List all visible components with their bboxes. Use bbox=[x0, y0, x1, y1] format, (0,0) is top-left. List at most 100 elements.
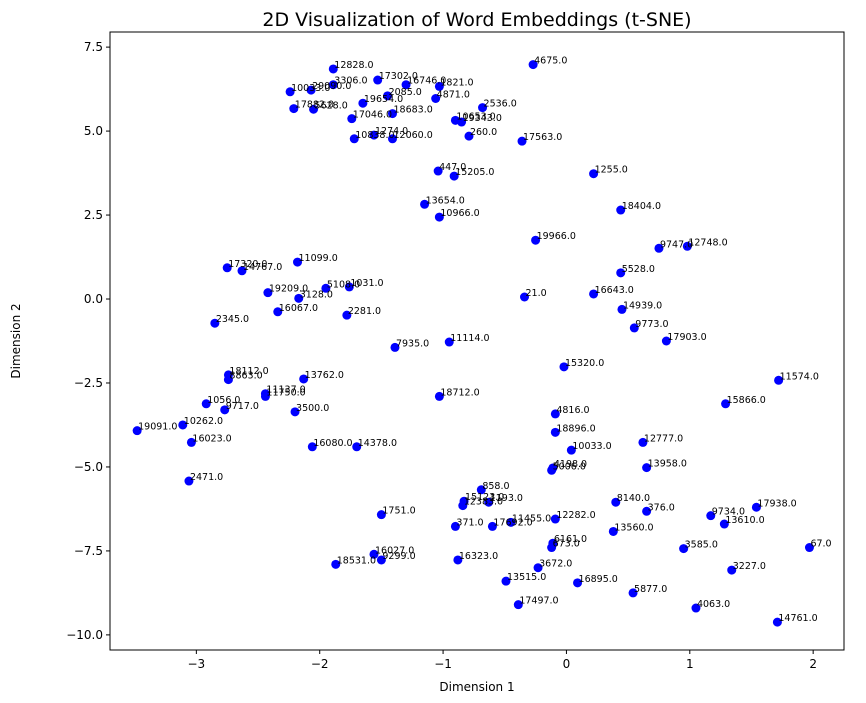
point-label: 16080.0 bbox=[313, 438, 352, 449]
point-label: 8140.0 bbox=[617, 493, 650, 504]
point-label: 7935.0 bbox=[396, 338, 429, 349]
point-label: 15205.0 bbox=[455, 167, 494, 178]
point-label: 13654.0 bbox=[426, 195, 465, 206]
y-axis: −10.0 −7.5 −5.0 −2.5 0.0 2.5 5.0 7.5 bbox=[66, 40, 110, 642]
point-label: 14378.0 bbox=[358, 438, 397, 449]
x-tick-label: −3 bbox=[188, 657, 206, 671]
data-point bbox=[608, 526, 618, 536]
point-label: 376.0 bbox=[648, 502, 675, 513]
data-point bbox=[210, 318, 220, 328]
data-point bbox=[706, 511, 716, 521]
data-point bbox=[628, 588, 638, 598]
point-label: 3585.0 bbox=[685, 540, 718, 551]
point-label: 11574.0 bbox=[780, 371, 819, 382]
data-point bbox=[550, 427, 560, 437]
point-label: 1751.0 bbox=[382, 506, 415, 517]
point-label: 16323.0 bbox=[459, 551, 498, 562]
data-point bbox=[201, 399, 211, 409]
point-label: 10653.0 bbox=[456, 111, 495, 122]
data-point bbox=[293, 257, 303, 267]
point-label: 12383.0 bbox=[464, 497, 503, 508]
x-tick-label: 0 bbox=[563, 657, 571, 671]
data-point bbox=[376, 555, 386, 565]
point-label: 1193.0 bbox=[490, 493, 523, 504]
point-label: 17692.0 bbox=[493, 517, 532, 528]
point-label: 1821.0 bbox=[440, 77, 473, 88]
x-axis-title: Dimension 1 bbox=[439, 680, 514, 694]
point-label: 15320.0 bbox=[565, 358, 604, 369]
data-point bbox=[223, 375, 233, 385]
point-label: 17497.0 bbox=[519, 596, 558, 607]
point-label: 19343.0 bbox=[463, 113, 502, 124]
data-point bbox=[237, 266, 247, 276]
point-label: 1031.0 bbox=[350, 278, 383, 289]
y-tick-label: 0.0 bbox=[84, 292, 103, 306]
point-label: 9734.0 bbox=[712, 507, 745, 518]
data-point bbox=[533, 563, 543, 573]
point-label: 13610.0 bbox=[725, 515, 764, 526]
data-point bbox=[184, 476, 194, 486]
point-labels: 12828.0 4675.017302.016746.01821.03306.02… bbox=[138, 56, 831, 625]
point-label: 19209.0 bbox=[269, 284, 308, 295]
point-label: 10033.0 bbox=[291, 83, 330, 94]
point-label: 15123.0 bbox=[465, 492, 504, 503]
data-point bbox=[550, 409, 560, 419]
point-label: 19091.0 bbox=[138, 422, 177, 433]
point-label: 6161.0 bbox=[554, 534, 587, 545]
point-label: 19654.0 bbox=[364, 94, 403, 105]
data-point bbox=[519, 292, 529, 302]
point-label: 3306.0 bbox=[334, 76, 367, 87]
point-label: 18712.0 bbox=[440, 387, 479, 398]
point-label: 5628.0 bbox=[315, 100, 348, 111]
data-point bbox=[263, 288, 273, 298]
data-point bbox=[453, 555, 463, 565]
x-axis: −3 −2 −1 0 1 2 bbox=[188, 650, 817, 671]
data-point bbox=[478, 103, 488, 113]
x-tick-label: −2 bbox=[311, 657, 329, 671]
point-label: 18683.0 bbox=[393, 105, 432, 116]
point-label: 16023.0 bbox=[192, 433, 231, 444]
point-label: 10033.0 bbox=[572, 441, 611, 452]
point-label: 673.0 bbox=[553, 539, 580, 550]
data-point bbox=[434, 212, 444, 222]
data-point bbox=[321, 283, 331, 293]
y-tick-label: 7.5 bbox=[84, 40, 103, 54]
point-label: 3672.0 bbox=[539, 559, 572, 570]
y-tick-label: −2.5 bbox=[74, 376, 103, 390]
data-point bbox=[487, 521, 497, 531]
y-tick-label: −10.0 bbox=[66, 628, 103, 642]
data-point bbox=[328, 80, 338, 90]
point-label: 5877.0 bbox=[634, 584, 667, 595]
data-point bbox=[373, 75, 383, 85]
point-label: 21.0 bbox=[525, 288, 546, 299]
data-point bbox=[328, 64, 338, 74]
data-point bbox=[629, 323, 639, 333]
point-label: 9299.0 bbox=[382, 551, 415, 562]
y-tick-label: −7.5 bbox=[74, 544, 103, 558]
point-label: 13958.0 bbox=[648, 459, 687, 470]
point-label: 16895.0 bbox=[579, 574, 618, 585]
data-point bbox=[285, 87, 295, 97]
data-point bbox=[347, 114, 357, 124]
point-label: 17882.0 bbox=[295, 100, 334, 111]
point-label: 10838.0 bbox=[355, 130, 394, 141]
point-label: 17563.0 bbox=[523, 132, 562, 143]
data-point bbox=[369, 130, 379, 140]
point-label: 447.0 bbox=[439, 162, 466, 173]
data-point bbox=[721, 399, 731, 409]
point-label: 1056.0 bbox=[207, 395, 240, 406]
point-label: 2345.0 bbox=[216, 314, 249, 325]
point-label: 12777.0 bbox=[644, 433, 683, 444]
data-point bbox=[290, 407, 300, 417]
data-point bbox=[682, 241, 692, 251]
data-point bbox=[358, 98, 368, 108]
point-label: 16027.0 bbox=[375, 545, 414, 556]
data-point bbox=[434, 391, 444, 401]
data-point bbox=[420, 199, 430, 209]
point-label: 8863.0 bbox=[229, 371, 262, 382]
data-point bbox=[349, 134, 359, 144]
data-point bbox=[566, 445, 576, 455]
point-label: 17320.0 bbox=[228, 259, 267, 270]
x-tick-label: 2 bbox=[809, 657, 817, 671]
data-point bbox=[589, 169, 599, 179]
